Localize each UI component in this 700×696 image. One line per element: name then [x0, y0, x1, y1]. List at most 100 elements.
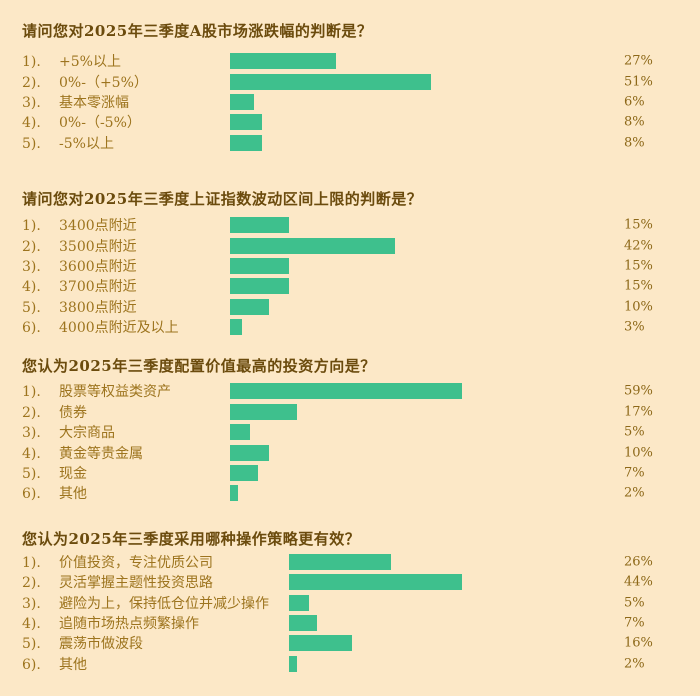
bar-track [230, 319, 700, 336]
option-text: 其他 [59, 486, 87, 503]
option-label: 2). 3500点附近 [22, 236, 230, 256]
option-label: 3). 3600点附近 [22, 256, 230, 276]
result-bar [230, 93, 254, 110]
option-number: 3). [22, 595, 41, 612]
option-number: 2). [22, 74, 41, 91]
bar-track [289, 615, 700, 631]
bar-chart: 1). 股票等权益类资产 59% 2). 债券 17% 3). 大宗商品 5% 4).… [22, 381, 700, 503]
option-row: 4). 3700点附近 15% [22, 276, 700, 296]
option-label: 6). 其他 [22, 654, 289, 674]
result-bar [230, 465, 258, 482]
option-label: 4). 3700点附近 [22, 276, 230, 296]
percent-label: 44% [624, 574, 653, 590]
bar-track [230, 257, 700, 274]
option-text: 3500点附近 [59, 238, 137, 255]
percent-label: 59% [624, 383, 653, 399]
option-row: 1). 3400点附近 15% [22, 215, 700, 235]
percent-label: 26% [624, 554, 653, 570]
result-bar [230, 114, 262, 131]
option-number: 3). [22, 425, 41, 442]
percent-label: 42% [624, 238, 653, 254]
result-bar [230, 298, 270, 315]
bar-track [289, 655, 700, 672]
option-number: 3). [22, 258, 41, 275]
option-number: 4). [22, 279, 41, 296]
result-bar [230, 403, 297, 420]
result-bar [230, 217, 290, 234]
result-bar [289, 553, 392, 570]
option-text: 债券 [59, 404, 87, 421]
option-row: 5). 现金 7% [22, 463, 700, 483]
option-row: 4). 0%-（-5%） 8% [22, 112, 700, 132]
option-label: 1). +5%以上 [22, 51, 230, 71]
question-block-2: 请问您对2025年三季度上证指数波动区间上限的判断是？ 1). 3400点附近 1… [22, 190, 700, 337]
option-text: 大宗商品 [59, 425, 115, 442]
option-label: 4). 追随市场热点频繁操作 [22, 613, 289, 633]
option-number: 1). [22, 54, 41, 71]
option-row: 5). -5%以上 8% [22, 133, 700, 153]
question-title: 您认为2025年三季度采用哪种操作策略更有效？ [22, 529, 361, 548]
question-block-4: 您认为2025年三季度采用哪种操作策略更有效？ 1). 价值投资，专注优质公司 2… [22, 530, 700, 674]
percent-label: 15% [624, 217, 653, 233]
result-bar [289, 655, 297, 672]
bar-track [289, 574, 700, 591]
bar-track [289, 594, 700, 611]
option-row: 5). 震荡市做波段 16% [22, 633, 700, 653]
bar-track [230, 465, 700, 482]
result-bar [289, 635, 353, 652]
result-bar [230, 278, 290, 295]
question-title: 您认为2025年三季度配置价值最高的投资方向是？ [22, 357, 376, 376]
bar-chart: 1). 3400点附近 15% 2). 3500点附近 42% 3). 3600点附近… [22, 215, 700, 337]
option-row: 1). 价值投资，专注优质公司 26% [22, 552, 700, 572]
option-label: 2). 灵活掌握主题性投资思路 [22, 572, 289, 592]
option-number: 5). [22, 636, 41, 653]
bar-track [230, 403, 700, 420]
option-label: 2). 0%-（+5%） [22, 72, 230, 92]
option-number: 4). [22, 445, 41, 462]
option-row: 4). 黄金等贵金属 10% [22, 442, 700, 462]
option-text: 4000点附近及以上 [59, 320, 179, 337]
option-text: 0%-（-5%） [59, 115, 141, 132]
bar-track [230, 93, 700, 110]
option-label: 1). 股票等权益类资产 [22, 381, 230, 401]
option-row: 1). 股票等权益类资产 59% [22, 381, 700, 401]
result-bar [289, 615, 317, 631]
option-number: 6). [22, 486, 41, 503]
option-number: 5). [22, 466, 41, 483]
bar-track [230, 237, 700, 254]
option-label: 1). 3400点附近 [22, 215, 230, 235]
option-text: 追随市场热点频繁操作 [59, 616, 199, 632]
percent-label: 7% [624, 615, 645, 631]
option-number: 2). [22, 575, 41, 592]
result-bar [289, 574, 463, 591]
result-bar [230, 53, 337, 70]
option-number: 6). [22, 320, 41, 337]
option-label: 5). 现金 [22, 463, 230, 483]
option-label: 4). 黄金等贵金属 [22, 443, 230, 463]
option-text: 灵活掌握主题性投资思路 [59, 575, 213, 592]
option-text: 0%-（+5%） [59, 74, 148, 91]
option-label: 1). 价值投资，专注优质公司 [22, 552, 289, 572]
option-text: 3700点附近 [59, 279, 137, 296]
option-row: 3). 避险为上，保持低仓位并减少操作 5% [22, 592, 700, 612]
bar-track [230, 217, 700, 234]
option-number: 6). [22, 656, 41, 673]
bar-chart: 1). +5%以上 27% 2). 0%-（+5%） 51% 3). 基本零涨幅 6%… [22, 51, 700, 153]
option-text: 黄金等贵金属 [59, 445, 143, 462]
option-row: 6). 其他 2% [22, 654, 700, 674]
option-text: 其他 [59, 656, 87, 673]
result-bar [230, 319, 242, 336]
bar-track [230, 485, 700, 502]
option-text: 3600点附近 [59, 258, 137, 275]
percent-label: 17% [624, 404, 653, 420]
percent-label: 16% [624, 635, 653, 651]
bar-track [230, 444, 700, 461]
result-bar [230, 73, 431, 90]
percent-label: 51% [624, 74, 653, 90]
bar-track [230, 383, 700, 400]
option-label: 5). -5%以上 [22, 133, 230, 153]
option-row: 1). +5%以上 27% [22, 51, 700, 71]
bar-chart: 1). 价值投资，专注优质公司 26% 2). 灵活掌握主题性投资思路 44% 3)… [22, 552, 700, 674]
option-row: 2). 3500点附近 42% [22, 235, 700, 255]
percent-label: 3% [624, 319, 645, 335]
